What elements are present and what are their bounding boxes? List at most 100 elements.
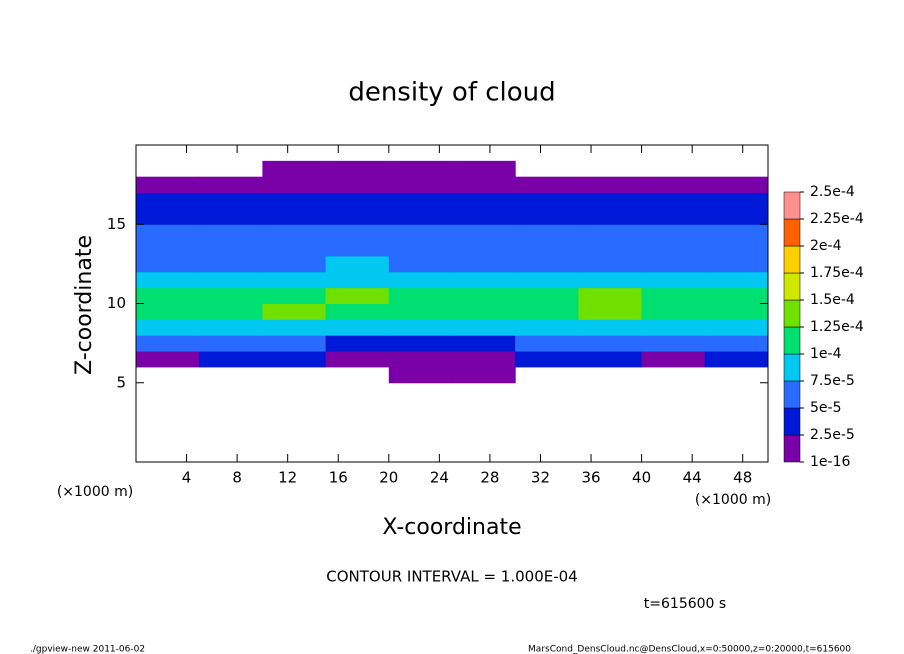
colorbar-label: 2.5e-4 xyxy=(810,184,855,200)
cell xyxy=(388,271,453,289)
cell xyxy=(452,224,516,241)
cell xyxy=(704,208,769,225)
cell xyxy=(641,271,706,289)
cell xyxy=(388,287,453,304)
cell xyxy=(641,240,706,257)
cell xyxy=(452,366,516,384)
cell xyxy=(262,335,327,352)
colorbar-label: 2e-4 xyxy=(810,238,842,254)
y-axis-label: Z-coordinate xyxy=(72,235,97,375)
cell xyxy=(452,319,516,336)
cell xyxy=(452,255,516,273)
cell xyxy=(515,351,579,368)
cell xyxy=(262,240,327,257)
cell xyxy=(136,351,200,368)
footer-right: MarsCond_DensCloud.nc@DensCloud,x=0:5000… xyxy=(528,645,851,654)
colorbar-label: 1.5e-4 xyxy=(810,292,855,308)
cell xyxy=(515,335,579,352)
cell xyxy=(704,303,769,320)
cell xyxy=(641,319,706,336)
cell xyxy=(704,287,769,304)
cell xyxy=(578,319,643,336)
cell xyxy=(325,271,390,289)
colorbar-band xyxy=(783,353,801,382)
cell xyxy=(578,271,643,289)
cell xyxy=(199,176,263,194)
cell xyxy=(325,351,390,368)
cell xyxy=(452,287,516,304)
colorbar-label: 1e-16 xyxy=(810,454,850,470)
cell xyxy=(325,255,390,273)
colorbar-band xyxy=(783,380,801,409)
cell xyxy=(325,287,390,304)
x-tick-label: 28 xyxy=(480,469,499,487)
cell xyxy=(452,335,516,352)
colorbar-band xyxy=(783,326,801,355)
cell xyxy=(704,192,769,209)
cell xyxy=(199,319,263,336)
cell xyxy=(515,287,579,304)
cell xyxy=(515,303,579,320)
cell xyxy=(199,255,263,273)
cell xyxy=(388,176,453,194)
cell xyxy=(262,255,327,273)
y-tick-label: 5 xyxy=(116,373,126,391)
cell xyxy=(704,224,769,241)
cell xyxy=(452,271,516,289)
colorbar-band xyxy=(783,434,801,463)
cell xyxy=(325,335,390,352)
cell xyxy=(704,271,769,289)
cell xyxy=(641,303,706,320)
cell xyxy=(325,160,390,178)
cell xyxy=(704,176,769,194)
cell xyxy=(578,224,643,241)
cell xyxy=(515,208,579,225)
x-tick-label: 8 xyxy=(232,469,242,487)
cell xyxy=(641,255,706,273)
cell xyxy=(199,303,263,320)
cell xyxy=(388,240,453,257)
cell xyxy=(199,208,263,225)
time-label: t=615600 s xyxy=(644,596,726,612)
cell xyxy=(199,271,263,289)
colorbar-label: 5e-5 xyxy=(810,400,841,416)
chart-title: density of cloud xyxy=(348,78,555,108)
colorbar-label: 7.5e-5 xyxy=(810,373,855,389)
cell xyxy=(578,240,643,257)
cell xyxy=(136,255,200,273)
cell xyxy=(388,319,453,336)
cell xyxy=(388,366,453,384)
x-tick-label: 24 xyxy=(430,469,449,487)
x-tick-label: 16 xyxy=(329,469,348,487)
cell xyxy=(641,224,706,241)
colorbar-label: 2.25e-4 xyxy=(810,211,864,227)
cell xyxy=(388,335,453,352)
annotation: CONTOUR INTERVAL = 1.000E-04 xyxy=(326,568,577,586)
y-unit: (×1000 m) xyxy=(57,484,133,500)
cell xyxy=(578,208,643,225)
cell xyxy=(136,303,200,320)
cell xyxy=(452,303,516,320)
cell xyxy=(641,335,706,352)
cell xyxy=(199,240,263,257)
cell xyxy=(262,351,327,368)
cell xyxy=(136,319,200,336)
cell xyxy=(452,192,516,209)
x-tick-label: 12 xyxy=(278,469,297,487)
y-tick-label: 10 xyxy=(107,294,126,312)
cell xyxy=(388,224,453,241)
cell xyxy=(578,176,643,194)
colorbar-label: 1e-4 xyxy=(810,346,842,362)
cell xyxy=(325,192,390,209)
cell xyxy=(452,208,516,225)
cell xyxy=(388,255,453,273)
x-tick-label: 36 xyxy=(581,469,600,487)
cell xyxy=(262,287,327,304)
cell xyxy=(704,351,769,368)
colorbar-band xyxy=(783,299,801,328)
cell xyxy=(704,255,769,273)
cell xyxy=(515,176,579,194)
x-tick-label: 44 xyxy=(683,469,702,487)
cell xyxy=(262,160,327,178)
cell xyxy=(578,192,643,209)
